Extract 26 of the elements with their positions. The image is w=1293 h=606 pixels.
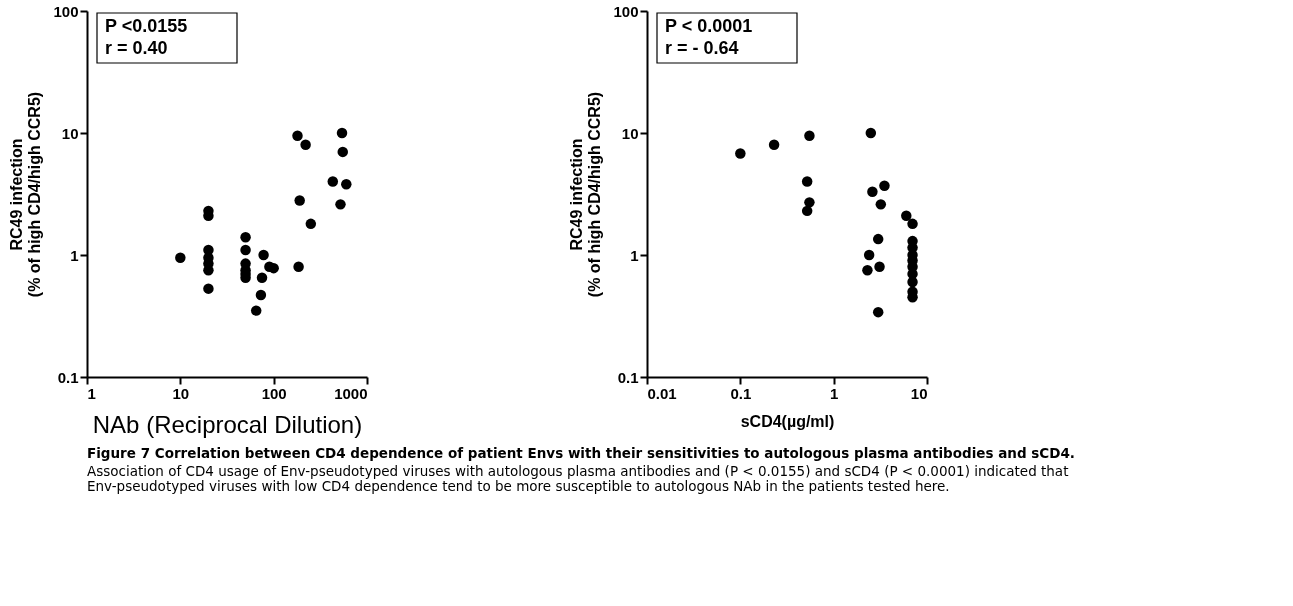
x-tick-label: 0.1 [730, 384, 752, 402]
x-axis-title: sCD4(µg/ml) [740, 412, 835, 430]
y-tick-label: 10 [621, 124, 639, 142]
annotation: r = - 0.64 [665, 38, 739, 58]
annotation: P < 0.0001 [665, 16, 753, 36]
text: Association of CD4 usage of Env-pseudotyped viruses with autologous plasma antibodies and (P < 0.0155) and sCD4 (P < 0.0001) indicated that Env-pseudotyped viruses with low CD4 dependence tend to be more susceptible to autologous NAb in the patients tested here. [87, 462, 1069, 494]
x-tick-label: 100 [261, 384, 287, 402]
y-tick-label: 0.1 [57, 368, 79, 386]
y-tick-label: 100 [613, 2, 639, 20]
y-axis-title: RC49 infection (% of high CD4/high CCR5) [568, 91, 604, 298]
x-tick-label: 10 [172, 384, 190, 402]
annotation: r = 0.40 [105, 38, 168, 58]
y-tick-label: 100 [53, 2, 79, 20]
x-tick-label: 0.01 [647, 384, 677, 402]
y-tick-label: 1 [70, 246, 79, 264]
x-tick-label: 1 [829, 384, 839, 402]
y-tick-label: 0.1 [617, 368, 639, 386]
x-tick-label: 1000 [334, 384, 368, 402]
annotation: P <0.0155 [105, 16, 188, 36]
x-tick-label: 10 [910, 384, 928, 402]
x-tick-label: 1 [87, 384, 96, 402]
caption: Figure 7 Correlation between CD4 dependence of patient Envs with their sensitivities to autologous plasma antibodies and sCD4. [87, 445, 1075, 461]
y-axis-title: RC49 infection (% of high CD4/high CCR5) [8, 91, 44, 298]
y-tick-label: 1 [630, 246, 639, 264]
x-axis-title: NAb (Reciprocal Dilution) [92, 410, 363, 438]
y-tick-label: 10 [61, 124, 79, 142]
